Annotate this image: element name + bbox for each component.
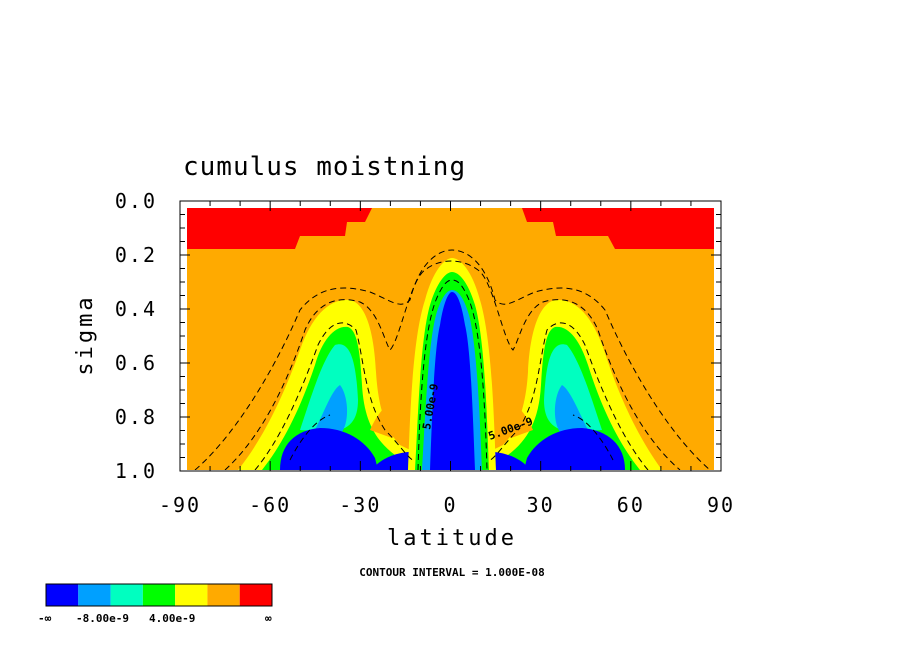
contour-line-4-right (572, 414, 614, 461)
colorbar-swatch (142, 584, 176, 606)
x-tick-label: 30 (527, 493, 555, 517)
x-tick-label: -30 (339, 493, 381, 517)
x-tick-label: -90 (159, 493, 201, 517)
y-tick-label: 0.0 (115, 189, 157, 213)
colorbar-swatch (110, 584, 143, 606)
colorbar-swatch (239, 584, 272, 606)
x-ticks: -90 -60 -30 0 30 60 90 (159, 201, 735, 517)
colorbar-label-inf: ∞ (265, 612, 272, 625)
colorbar-frame (45, 583, 273, 607)
contour-line-outer (194, 249, 711, 470)
contour-fill (187, 208, 714, 470)
colorbar-label-neg8: -8.00e-9 (76, 612, 129, 625)
x-tick-label: 60 (617, 493, 645, 517)
contour-line-4-left (289, 414, 331, 461)
colorbar-swatch (46, 584, 79, 606)
orange-pocket-right (501, 403, 533, 438)
colorbar-swatch (207, 584, 240, 606)
orange-pocket-left (370, 403, 402, 438)
y-tick-label: 1.0 (115, 459, 157, 483)
blue-column (430, 292, 475, 470)
y-tick-label: 0.8 (115, 405, 157, 429)
x-tick-label: 90 (707, 493, 735, 517)
y-tick-label: 0.6 (115, 351, 157, 375)
y-tick-label: 0.4 (115, 297, 157, 321)
colorbar-label-4: 4.00e-9 (149, 612, 195, 625)
lightblue-lobe-right (554, 385, 588, 432)
x-tick-label: 0 (443, 493, 457, 517)
lightblue-lobe-left (315, 385, 348, 432)
chart-title: cumulus moistning (183, 152, 466, 182)
colorbar-swatch (78, 584, 111, 606)
contour-interval-note: CONTOUR INTERVAL = 1.000E-08 (359, 566, 544, 579)
y-axis-label: sigma (73, 294, 98, 375)
x-axis-label: latitude (387, 526, 517, 551)
colorbar-swatch (175, 584, 208, 606)
y-ticks: 0.0 0.2 0.4 0.6 0.8 1.0 (115, 189, 721, 483)
contour-lines (194, 249, 711, 470)
x-tick-label: -60 (249, 493, 291, 517)
contour-line-3-right (487, 322, 649, 470)
colorbar-label-neg-inf: -∞ (38, 612, 52, 625)
red-cap-left (187, 208, 372, 249)
contour-line-2 (224, 260, 681, 470)
y-tick-label: 0.2 (115, 243, 157, 267)
colorbar (45, 583, 273, 607)
contour-line-3-left (254, 322, 416, 470)
blue-core-left (280, 428, 378, 470)
red-cap-right (522, 208, 714, 249)
